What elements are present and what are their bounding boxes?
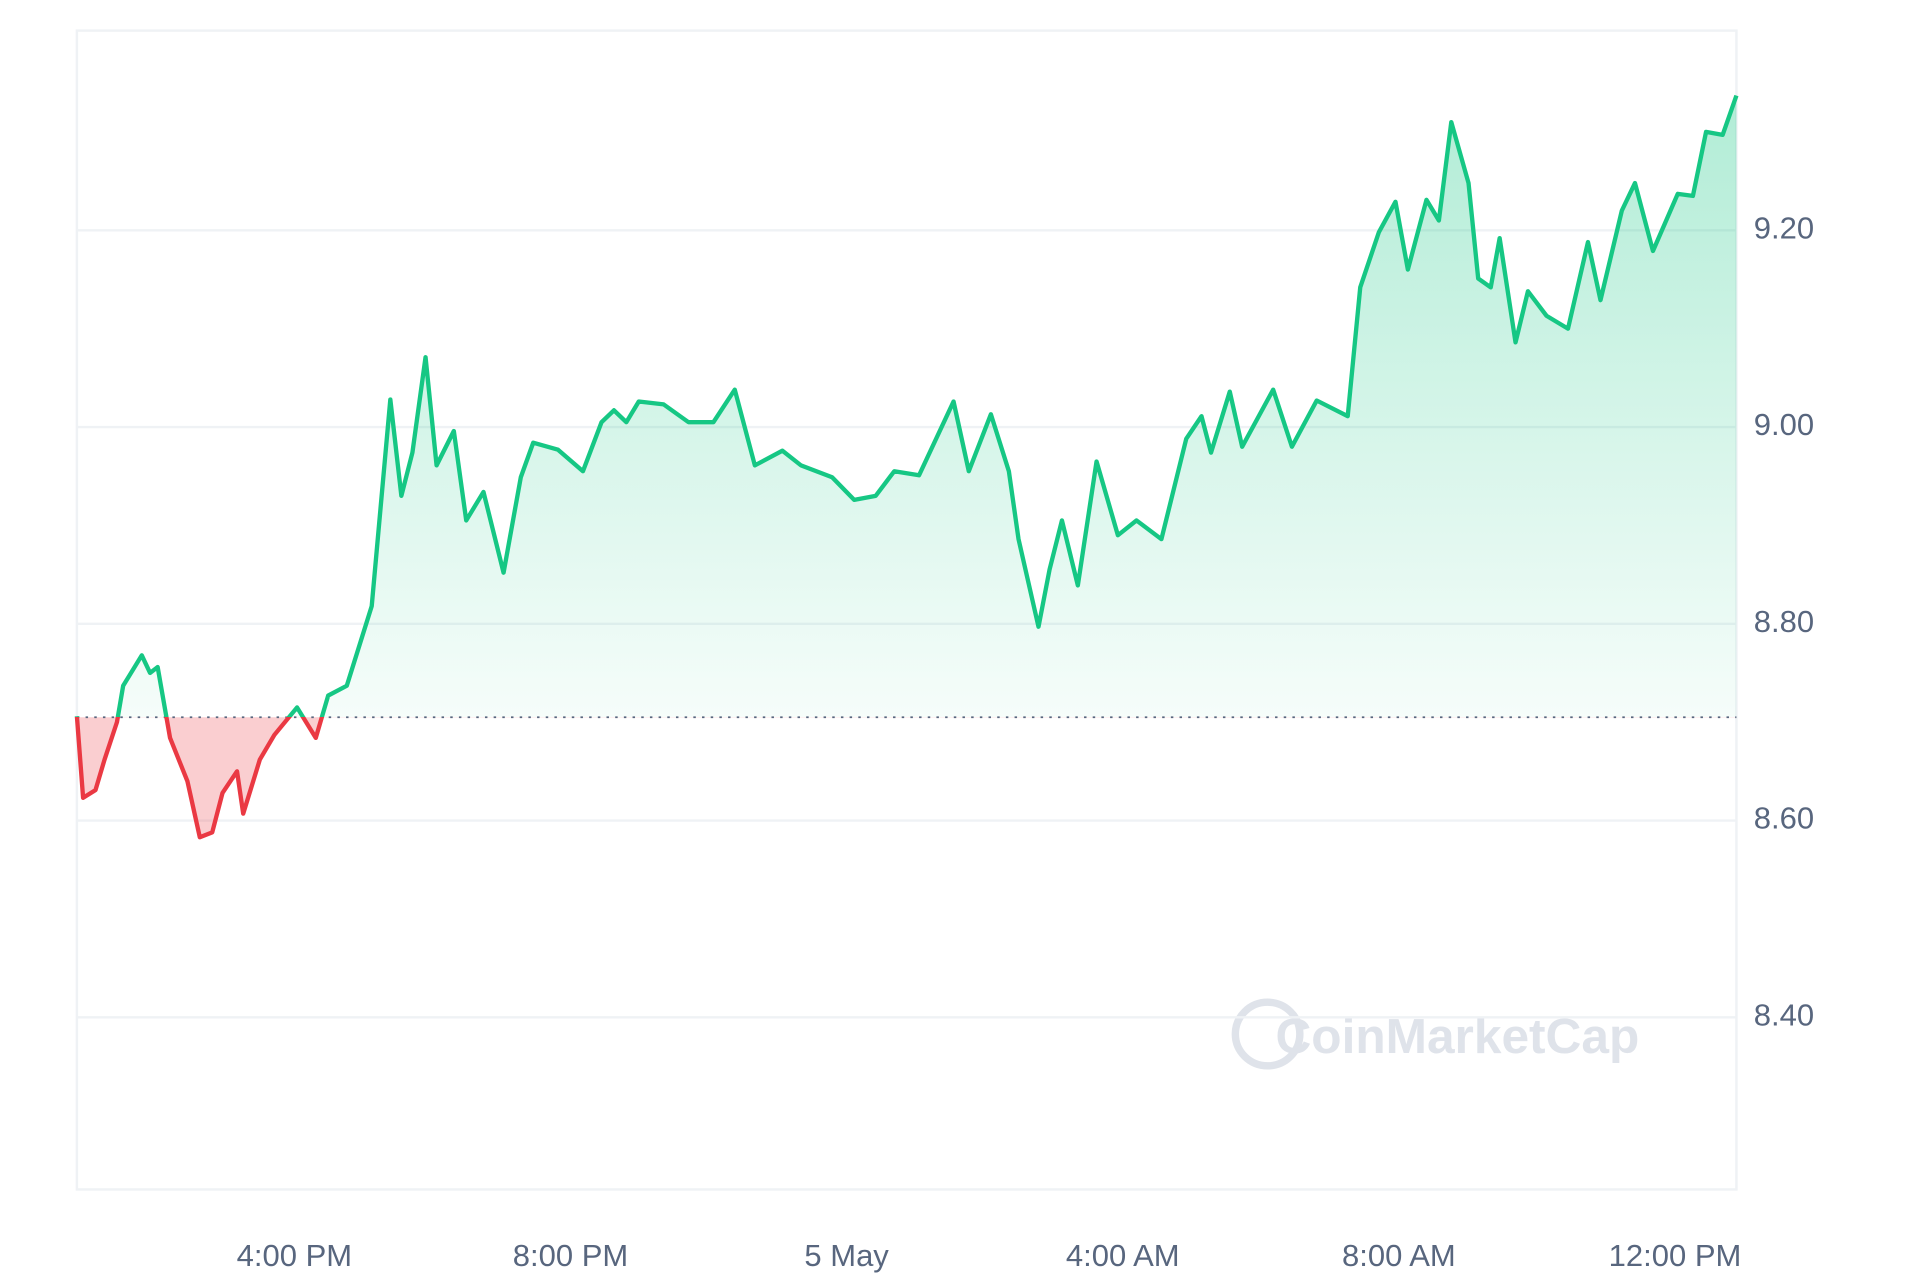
y-tick-label: 8.60	[1754, 801, 1814, 836]
x-tick-label: 8:00 PM	[513, 1238, 628, 1273]
watermark-logo	[1231, 998, 1304, 1070]
x-tick-label: 12:00 PM	[1609, 1238, 1742, 1273]
x-tick-label: 8:00 AM	[1342, 1238, 1456, 1273]
y-tick-label: 9.00	[1754, 407, 1814, 442]
y-tick-label: 9.20	[1754, 211, 1814, 246]
price-line	[74, 94, 1739, 840]
y-tick-label: 8.80	[1754, 604, 1814, 639]
x-tick-label: 4:00 AM	[1066, 1238, 1180, 1273]
x-tick-label: 5 May	[804, 1238, 889, 1273]
x-tick-label: 4:00 PM	[237, 1238, 352, 1273]
y-tick-label: 8.40	[1754, 998, 1814, 1033]
area	[76, 95, 1737, 838]
